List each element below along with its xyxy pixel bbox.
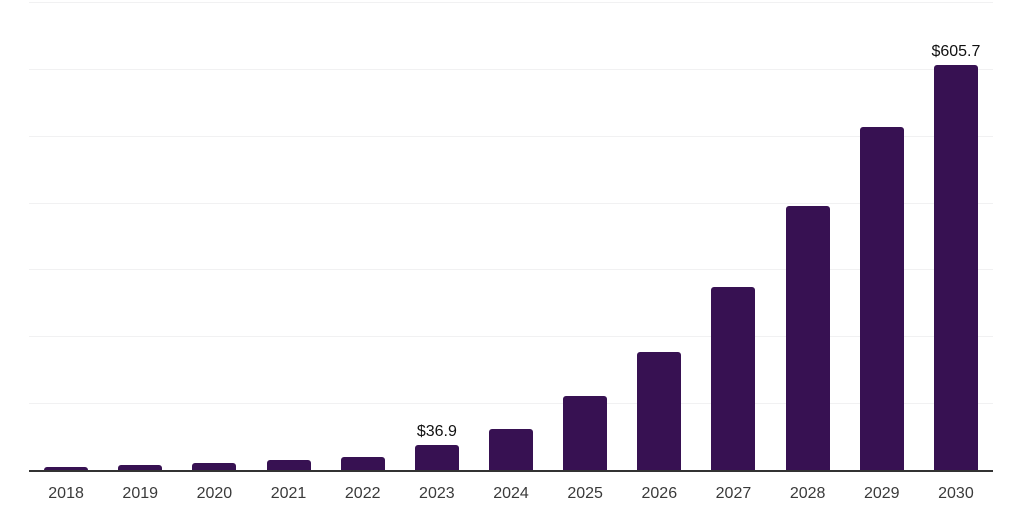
x-tick-2023: 2023: [419, 485, 455, 502]
gridline-700: [29, 2, 993, 3]
x-tick-2018: 2018: [48, 485, 84, 502]
bar-2027: [711, 286, 756, 470]
bar-2029: [859, 127, 904, 470]
value-label-2030: $605.7: [931, 42, 981, 60]
bar-2018: [44, 467, 89, 470]
x-tick-2030: 2030: [938, 485, 974, 502]
x-tick-2021: 2021: [270, 485, 307, 502]
bar-2022: [340, 456, 385, 470]
bar-2023: [414, 445, 459, 470]
x-tick-2028: 2028: [789, 485, 826, 502]
gridline-500: [29, 135, 993, 137]
bar-2020: [192, 462, 237, 470]
gridline-600: [29, 68, 993, 70]
bar-2028: [785, 205, 830, 470]
x-tick-2025: 2025: [567, 485, 603, 502]
x-tick-2022: 2022: [344, 485, 381, 502]
x-tick-2029: 2029: [863, 485, 900, 502]
gridline-300: [29, 269, 993, 271]
x-tick-2019: 2019: [122, 485, 159, 502]
gridline-200: [29, 336, 993, 338]
bar-2021: [266, 459, 311, 470]
bar-2025: [563, 396, 608, 470]
bar-2026: [637, 351, 682, 470]
value-label-2023: $36.9: [416, 422, 457, 440]
x-tick-2024: 2024: [493, 485, 529, 502]
bar-2030: [933, 65, 978, 470]
x-tick-2027: 2027: [715, 485, 752, 502]
x-axis-line: [29, 470, 993, 472]
x-tick-2026: 2026: [641, 485, 678, 502]
gridline-100: [29, 403, 993, 405]
bar-2024: [489, 428, 533, 470]
bar-2019: [118, 465, 163, 470]
plot-area: $36.9 $605.7: [29, 0, 993, 470]
gridline-400: [29, 202, 993, 204]
x-tick-2020: 2020: [196, 485, 233, 502]
